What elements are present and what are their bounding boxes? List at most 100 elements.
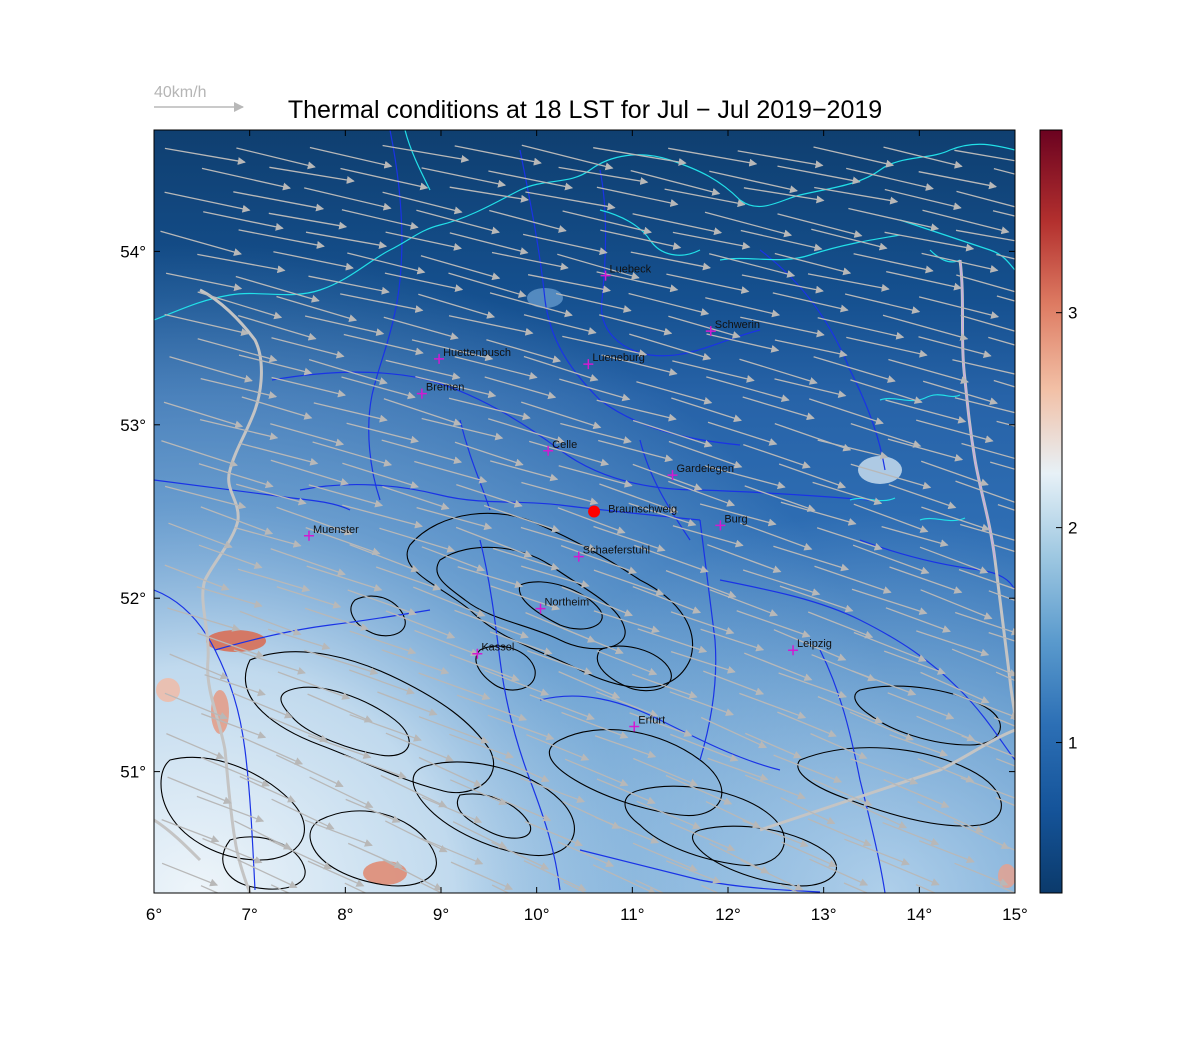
wind-arrow xyxy=(593,525,666,552)
wind-arrow xyxy=(670,611,735,635)
wind-arrow xyxy=(742,820,809,848)
wind-arrow xyxy=(704,211,793,238)
wind-arrow xyxy=(921,506,991,532)
y-axis-ticks: 51° 52° 53° 54° xyxy=(120,242,1015,782)
x-tick-label: 11° xyxy=(620,905,644,924)
city-label: Gardelegen xyxy=(677,463,735,475)
wind-arrow xyxy=(599,483,679,514)
wind-arrow xyxy=(488,170,574,191)
city-label: Schwerin xyxy=(715,319,760,331)
wind-arrow xyxy=(449,232,529,255)
wind-arrow xyxy=(305,526,381,556)
wind-arrow xyxy=(273,251,354,271)
city-marker xyxy=(472,648,483,659)
wind-arrow xyxy=(418,293,496,319)
wind-arrow xyxy=(235,275,320,303)
map-panel: Luebeck Schwerin Huettenbusch Lueneburg Brem… xyxy=(154,130,1015,893)
wind-arrow xyxy=(448,397,531,421)
wind-arrow xyxy=(418,716,490,744)
wind-arrow xyxy=(163,401,244,429)
wind-arrow xyxy=(988,336,1015,346)
wind-arrow xyxy=(167,776,232,805)
x-axis-ticks: 6° 7° 8° 9° 10° 11° 12° 13° 14° 15° xyxy=(146,130,1028,924)
wind-arrow xyxy=(849,711,914,741)
wind-arrow xyxy=(166,733,225,760)
wind-arrow xyxy=(454,145,542,166)
wind-arrow xyxy=(271,798,335,830)
wind-arrow xyxy=(557,253,640,280)
wind-arrow xyxy=(739,692,807,720)
wind-arrow xyxy=(596,650,658,676)
wind-arrow xyxy=(375,566,442,591)
wind-arrow xyxy=(888,358,969,384)
wind-arrow xyxy=(415,375,497,399)
wind-arrow xyxy=(988,590,1015,602)
wind-arrow xyxy=(199,418,279,441)
city-label: Braunschweig xyxy=(608,504,677,516)
colorbar-tick-label: 2 xyxy=(1068,519,1077,538)
wind-arrow xyxy=(850,379,923,404)
wind-arrow xyxy=(160,230,242,256)
city-label: Northeim xyxy=(544,597,589,609)
wind-arrow xyxy=(807,611,874,639)
wind-arrow xyxy=(349,543,420,573)
wind-arrow xyxy=(993,379,1015,388)
wind-arrow xyxy=(601,354,678,376)
wind-arrow xyxy=(740,859,804,891)
wind-arrow xyxy=(632,585,702,614)
wind-arrow xyxy=(997,503,1015,511)
wind-arrow xyxy=(995,841,1015,851)
wind-arrow xyxy=(888,483,957,510)
wind-arrow xyxy=(349,669,415,695)
wind-arrow xyxy=(737,150,824,169)
wind-arrow xyxy=(307,860,365,887)
wind-arrow xyxy=(916,715,976,742)
wind-arrow xyxy=(347,252,426,275)
wind-arrow xyxy=(456,694,528,722)
wind-arrow xyxy=(271,337,345,359)
wind-arrow xyxy=(670,733,739,762)
wind-arrow xyxy=(340,167,429,191)
wind-arrow xyxy=(529,694,595,721)
wind-arrow xyxy=(853,503,929,533)
wind-arrow xyxy=(774,252,852,276)
wind-arrow xyxy=(385,359,461,381)
city-marker xyxy=(535,603,546,614)
wind-arrow xyxy=(887,692,955,720)
wind-arrow xyxy=(629,712,693,737)
wind-arrow xyxy=(960,314,1015,332)
wind-arrow xyxy=(491,841,550,870)
wind-arrow xyxy=(414,629,479,657)
wind-arrow xyxy=(236,147,316,170)
wind-arrow xyxy=(668,440,743,469)
wind-arrow xyxy=(196,795,265,823)
wind-arrow xyxy=(277,671,351,700)
wind-arrow xyxy=(669,691,734,716)
wind-arrow xyxy=(487,714,555,741)
wind-arrow xyxy=(413,586,486,617)
colorbar-ticks: 1 2 3 xyxy=(1056,304,1077,753)
x-tick-label: 10° xyxy=(524,905,550,924)
wind-arrow xyxy=(958,568,1015,590)
wind-arrow xyxy=(954,149,1015,162)
warm-spot xyxy=(206,630,266,652)
city-marker xyxy=(600,270,611,281)
wind-arrow xyxy=(421,546,486,572)
wind-arrow xyxy=(164,147,246,165)
wind-arrow xyxy=(270,459,349,486)
wind-arrow xyxy=(241,396,313,420)
wind-arrow xyxy=(559,378,631,402)
wind-arrow xyxy=(853,631,927,662)
wind-arrow xyxy=(705,801,761,828)
wind-arrow xyxy=(885,399,967,424)
wind-arrow xyxy=(449,653,520,682)
wind-arrow xyxy=(850,758,919,785)
wind-arrow xyxy=(629,333,712,361)
wind-arrow xyxy=(666,273,750,294)
wind-arrow xyxy=(632,842,698,872)
wind-arrow xyxy=(276,586,342,609)
wind-arrow xyxy=(233,649,306,675)
wind-arrow xyxy=(773,629,847,661)
wind-arrow xyxy=(988,631,1015,642)
wind-arrow xyxy=(523,355,599,382)
